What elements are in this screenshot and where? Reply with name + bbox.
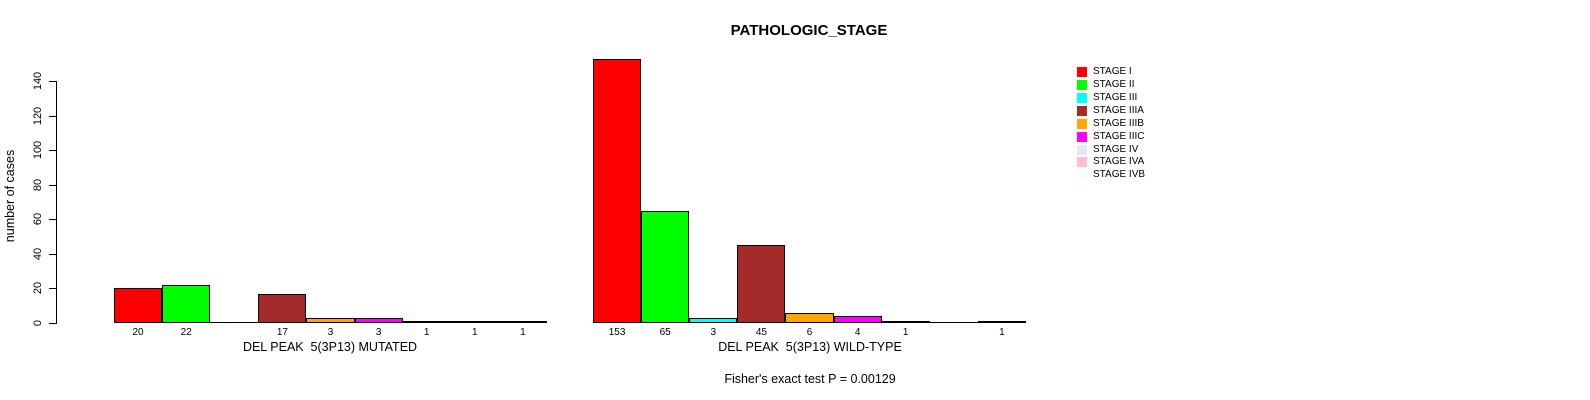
bar-value-label: 45 [755, 327, 767, 338]
bar-stage-iiic [354, 317, 403, 323]
legend-label: STAGE I [1093, 66, 1132, 77]
bar-value-label: 4 [854, 327, 861, 338]
y-tick [49, 288, 56, 290]
bar-value-label: 1 [472, 327, 478, 338]
legend-label: STAGE II [1093, 78, 1135, 90]
y-tick [49, 150, 56, 152]
y-tick-label: 100 [32, 140, 44, 160]
bar-stage-i [114, 288, 163, 323]
chart-title: PATHOLOGIC_STAGE [730, 22, 888, 39]
legend-swatch [1077, 105, 1087, 116]
bar-value-label: 6 [806, 327, 813, 338]
legend-label: STAGE IIIC [1093, 130, 1145, 142]
legend-swatch [1077, 79, 1087, 90]
x-axis-title-wild-type: DEL PEAK 5(3P13) WILD-TYPE [718, 340, 902, 354]
zero-height-bar [210, 322, 259, 323]
y-tick-label: 60 [32, 213, 44, 226]
y-tick-label: 140 [32, 71, 44, 91]
legend-swatch [1077, 67, 1087, 77]
y-axis-line [56, 81, 57, 324]
bar-stage-iiia [737, 245, 786, 323]
bar-stage-iv [881, 321, 930, 323]
bar-stage-ii [641, 210, 690, 323]
y-tick-label: 20 [32, 282, 44, 295]
legend-swatch [1077, 144, 1087, 155]
bar-value-label: 1 [999, 327, 1005, 338]
legend-label: STAGE IIIB [1093, 117, 1144, 129]
bar-stage-ivb [977, 321, 1026, 323]
legend-label: STAGE IVA [1093, 156, 1145, 168]
x-axis-title-mutated: DEL PEAK 5(3P13) MUTATED [242, 340, 418, 354]
bar-stage-iva [450, 321, 499, 323]
fisher-test-annotation: Fisher's exact test P = 0.00129 [724, 372, 896, 386]
bar-value-label: 1 [520, 327, 526, 338]
bar-stage-iiia [258, 293, 307, 323]
legend-swatch [1077, 157, 1087, 168]
legend-swatch [1077, 131, 1087, 142]
y-tick [49, 323, 56, 324]
y-tick-label: 0 [32, 319, 44, 327]
legend-label: STAGE IVB [1093, 169, 1146, 181]
legend-label: STAGE IIIA [1093, 104, 1144, 116]
bar-value-label: 20 [132, 327, 144, 338]
bar-stage-iiic [833, 316, 882, 323]
bar-value-label: 1 [902, 327, 909, 338]
bar-value-label: 3 [375, 327, 382, 338]
bar-value-label: 3 [327, 327, 334, 338]
legend-swatch [1077, 92, 1087, 103]
bar-stage-iiib [785, 312, 834, 323]
bar-stage-iiib [306, 317, 355, 323]
y-tick [49, 253, 56, 255]
bar-value-label: 3 [710, 327, 717, 338]
y-tick [49, 115, 56, 117]
legend-swatch [1077, 118, 1087, 129]
bar-stage-ivb [498, 321, 547, 323]
bar-value-label: 65 [659, 327, 671, 338]
zero-height-bar [929, 322, 978, 323]
bar-stage-i [593, 58, 642, 323]
legend-swatch [1077, 170, 1087, 181]
legend-label: STAGE III [1093, 91, 1138, 103]
bar-value-label: 17 [276, 327, 288, 338]
y-tick [49, 184, 56, 186]
bar-stage-iii [689, 317, 738, 323]
bar-value-label: 153 [608, 327, 626, 338]
bar-value-label: 1 [423, 327, 430, 338]
bar-stage-iv [402, 321, 451, 323]
y-tick [49, 81, 56, 82]
bar-value-label: 22 [180, 327, 192, 338]
y-axis-title: number of cases [3, 149, 17, 243]
bar-stage-ii [162, 284, 211, 323]
legend-label: STAGE IV [1093, 143, 1139, 155]
y-tick-label: 80 [32, 178, 44, 191]
y-tick [49, 219, 56, 221]
y-tick-label: 120 [32, 106, 44, 125]
y-tick-label: 40 [32, 247, 44, 260]
